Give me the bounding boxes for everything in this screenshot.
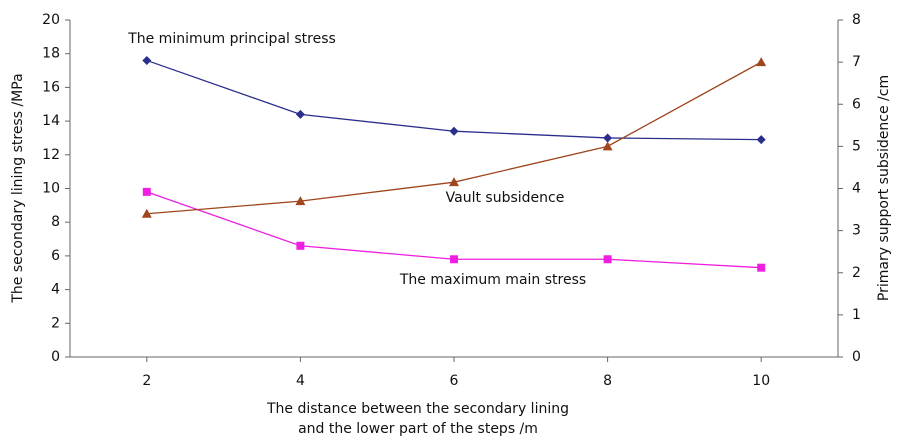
marker — [757, 263, 766, 272]
y-tick-label: 20 — [42, 12, 60, 28]
marker — [450, 255, 458, 264]
marker — [756, 57, 767, 67]
marker — [142, 55, 152, 65]
y-tick-label: 2 — [51, 315, 60, 331]
y-tick-label: 14 — [42, 113, 60, 129]
y-tick-label: 18 — [42, 46, 60, 62]
marker — [603, 255, 612, 264]
y2-tick-label: 0 — [852, 349, 861, 365]
x-tick-label: 2 — [142, 373, 151, 389]
marker — [449, 126, 459, 136]
series-label: The minimum principal stress — [127, 31, 336, 47]
y-tick-label: 0 — [51, 349, 60, 365]
y-tick-label: 4 — [51, 282, 60, 298]
y2-tick-label: 5 — [852, 138, 861, 154]
marker — [756, 135, 766, 145]
marker — [449, 177, 459, 187]
series-label: The maximum main stress — [399, 272, 586, 288]
y-axis-label: The secondary lining stress /MPa — [10, 73, 26, 303]
y2-tick-label: 6 — [852, 96, 861, 112]
y2-tick-label: 3 — [852, 223, 861, 239]
marker — [603, 133, 613, 143]
x-axis-label: The distance between the secondary linin… — [266, 401, 569, 417]
y-tick-label: 10 — [42, 181, 60, 197]
y2-tick-label: 7 — [852, 54, 861, 70]
y2-tick-label: 8 — [852, 12, 861, 28]
y-tick-label: 6 — [51, 248, 60, 264]
marker — [141, 208, 152, 218]
y2-tick-label: 2 — [852, 265, 861, 281]
x-tick-label: 6 — [450, 373, 459, 389]
marker — [296, 241, 305, 250]
x-tick-label: 4 — [296, 373, 305, 389]
marker — [295, 196, 306, 206]
x-tick-label: 10 — [752, 373, 770, 389]
marker — [142, 187, 151, 196]
marker — [295, 109, 305, 119]
series-label: Vault subsidence — [446, 190, 565, 206]
x-axis-label: and the lower part of the steps /m — [298, 421, 538, 437]
y2-tick-label: 4 — [852, 181, 861, 197]
y-tick-label: 8 — [51, 214, 60, 230]
y2-axis-label: Primary support subsidence /cm — [876, 75, 892, 301]
y-tick-label: 16 — [42, 79, 60, 95]
y-tick-label: 12 — [42, 147, 60, 163]
marker — [602, 141, 613, 151]
y2-tick-label: 1 — [852, 307, 861, 323]
x-tick-label: 8 — [603, 373, 612, 389]
